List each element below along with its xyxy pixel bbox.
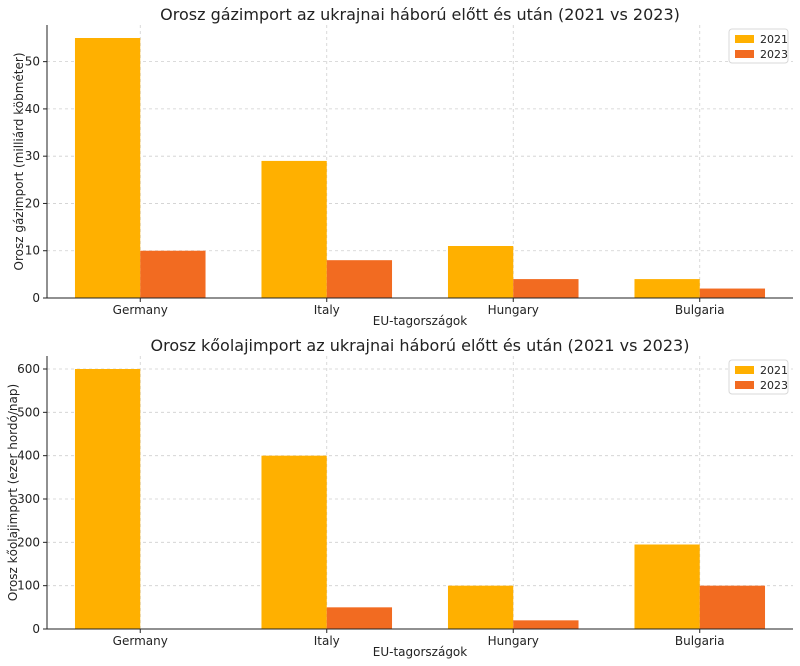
oil-x-tick-label-germany: Germany xyxy=(113,634,168,648)
oil-x-tick-label-italy: Italy xyxy=(314,634,340,648)
gas-chart-title: Orosz gázimport az ukrajnai háború előtt… xyxy=(160,5,680,24)
oil-bar-2021-germany xyxy=(74,369,141,629)
gas-x-tick-label-germany: Germany xyxy=(113,303,168,317)
oil-x-tick-label-bulgaria: Bulgaria xyxy=(675,634,725,648)
oil-bar-2023-italy xyxy=(326,607,393,629)
oil-y-tick-label: 100 xyxy=(17,579,40,593)
oil-bar-2021-bulgaria xyxy=(634,544,700,629)
gas-y-axis-label: Orosz gázimport (milliárd köbméter) xyxy=(12,53,26,271)
gas-x-tick-label-hungary: Hungary xyxy=(488,303,539,317)
gas-legend-label-2021: 2021 xyxy=(760,33,788,46)
oil-legend: 2021 2023 xyxy=(728,359,789,395)
gas-bar-2023-hungary xyxy=(513,279,579,298)
oil-bar-2021-hungary xyxy=(447,585,514,629)
gas-y-tick-label: 40 xyxy=(25,102,40,116)
oil-legend-label-2023: 2023 xyxy=(760,379,788,392)
oil-y-tick-label: 500 xyxy=(17,405,40,419)
oil-y-tick-label: 200 xyxy=(17,535,40,549)
oil-bar-2021-italy xyxy=(261,455,327,629)
gas-import-chart: 0 10 20 30 40 50 Germany Italy Hungary Bulgaria Or… xyxy=(12,5,793,328)
oil-x-tick-label-hungary: Hungary xyxy=(488,634,539,648)
gas-bar-2021-bulgaria xyxy=(634,279,700,298)
oil-y-tick-label: 600 xyxy=(17,362,40,376)
oil-chart-title: Orosz kőolajimport az ukrajnai háború el… xyxy=(151,336,690,355)
gas-legend-swatch-2023 xyxy=(735,50,754,58)
oil-legend-swatch-2021 xyxy=(735,366,754,374)
gas-legend: 2021 2023 xyxy=(728,28,789,64)
gas-y-tick-label: 20 xyxy=(25,196,40,210)
gas-bar-2021-germany xyxy=(74,38,141,298)
gas-bar-2023-bulgaria xyxy=(699,288,766,298)
gas-x-tick-label-italy: Italy xyxy=(314,303,340,317)
gas-bar-2023-italy xyxy=(326,260,393,298)
oil-y-axis-label: Orosz kőolajimport (ezer hordó/nap) xyxy=(6,384,20,601)
gas-x-axis-label: EU-tagországok xyxy=(373,314,468,328)
oil-legend-label-2021: 2021 xyxy=(760,364,788,377)
oil-x-axis-label: EU-tagországok xyxy=(373,645,468,659)
gas-legend-swatch-2021 xyxy=(735,35,754,43)
gas-bar-2021-italy xyxy=(261,160,327,298)
gas-bar-2023-germany xyxy=(140,250,206,298)
gas-y-tick-label: 30 xyxy=(25,149,40,163)
gas-legend-label-2023: 2023 xyxy=(760,48,788,61)
oil-y-tick-label: 400 xyxy=(17,449,40,463)
gas-y-tick-label: 0 xyxy=(32,291,40,305)
gas-y-tick-label: 10 xyxy=(25,244,40,258)
gas-bar-2021-hungary xyxy=(447,246,514,298)
oil-bar-2023-hungary xyxy=(513,620,579,629)
gas-x-tick-label-bulgaria: Bulgaria xyxy=(675,303,725,317)
oil-legend-swatch-2023 xyxy=(735,381,754,389)
oil-y-tick-label: 0 xyxy=(32,622,40,636)
gas-y-tick-label: 50 xyxy=(25,55,40,69)
oil-bar-2023-bulgaria xyxy=(699,585,766,629)
oil-import-chart: 0 100 200 300 400 500 600 Germany Italy Hungary Bu… xyxy=(6,336,793,659)
oil-y-tick-label: 300 xyxy=(17,492,40,506)
